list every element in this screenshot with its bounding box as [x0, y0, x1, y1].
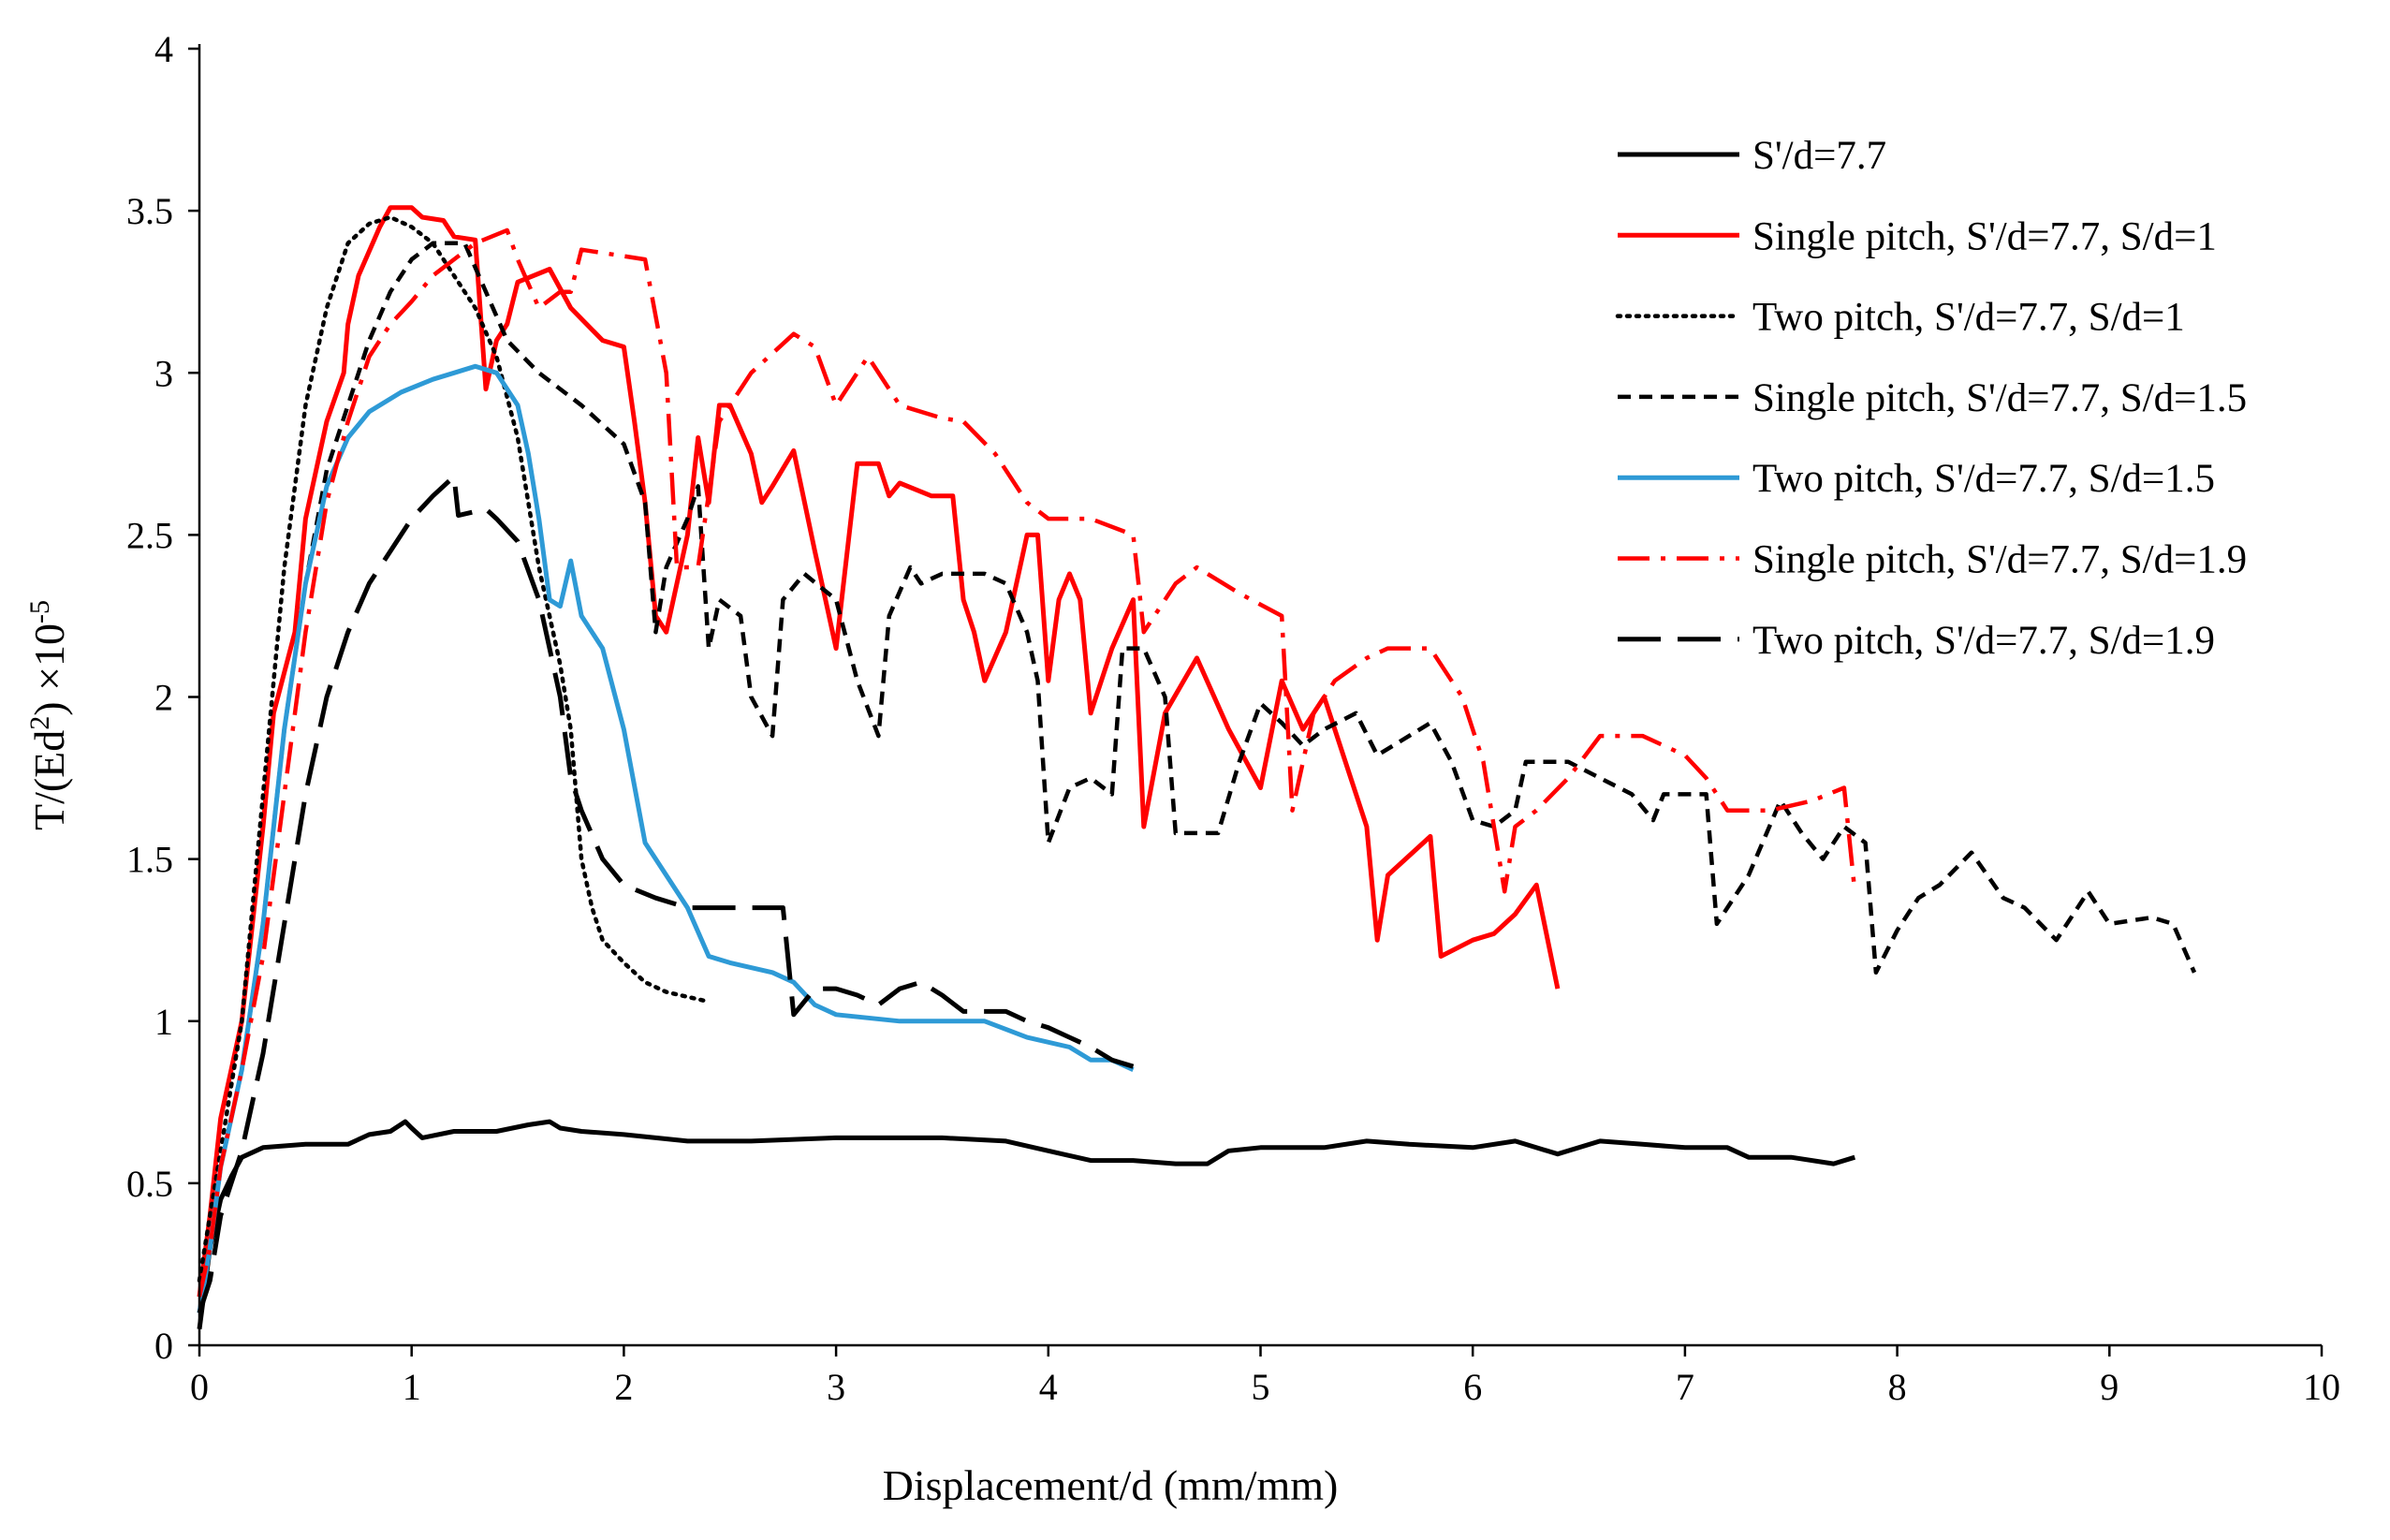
x-tick-label: 7 — [1676, 1366, 1694, 1408]
x-tick-label: 10 — [2303, 1366, 2340, 1408]
y-axis-title-close: ) ×10 — [25, 623, 73, 716]
y-tick-label: 1 — [154, 1001, 173, 1043]
legend-label-5: Two pitch, S'/d=7.7, S/d=1.5 — [1752, 457, 2215, 501]
legend-label-3: Two pitch, S'/d=7.7, S/d=1 — [1752, 296, 2185, 340]
legend-label-1: S'/d=7.7 — [1752, 134, 1886, 178]
x-tick-label: 8 — [1888, 1366, 1907, 1408]
x-tick-label: 1 — [403, 1366, 421, 1408]
y-tick-label: 1.5 — [126, 839, 173, 881]
series-line-5 — [197, 363, 1135, 1313]
y-tick-label: 3 — [154, 352, 173, 394]
y-axis-title-sup2: 2 — [24, 716, 55, 730]
y-tick-label: 2.5 — [126, 514, 173, 556]
x-tick-label: 6 — [1463, 1366, 1482, 1408]
y-tick-label: 0.5 — [126, 1163, 173, 1205]
y-axis-ticks: 0 0.5 1 1.5 2 2.5 3 3.5 4 — [126, 28, 199, 1367]
x-tick-label: 2 — [614, 1366, 633, 1408]
y-tick-label: 2 — [154, 677, 173, 719]
series-line-6 — [197, 227, 1857, 1298]
legend: S'/d=7.7 Single pitch, S'/d=7.7, S/d=1 Two… — [1615, 134, 2247, 663]
x-tick-label: 5 — [1252, 1366, 1270, 1408]
legend-label-4: Single pitch, S'/d=7.7, S/d=1.5 — [1752, 376, 2247, 420]
x-axis-title: Displacement/d (mm/mm) — [883, 1461, 1339, 1509]
plot-lines — [197, 205, 2197, 1330]
y-tick-label: 0 — [154, 1325, 173, 1367]
y-axis-title-exponent: -5 — [24, 600, 55, 623]
series-line-2 — [197, 205, 1561, 1298]
x-tick-label: 4 — [1039, 1366, 1058, 1408]
y-axis-title-main: T/(Ed — [25, 730, 73, 830]
series-line-1 — [197, 1119, 1856, 1330]
legend-label-7: Two pitch, S'/d=7.7, S/d=1.9 — [1752, 619, 2215, 663]
y-tick-label: 3.5 — [126, 190, 173, 232]
x-axis-ticks: 0 1 2 3 4 5 6 7 8 9 10 — [190, 1345, 2340, 1408]
series-line-7 — [197, 474, 1135, 1314]
y-tick-label: 4 — [154, 28, 173, 70]
x-tick-label: 9 — [2100, 1366, 2119, 1408]
legend-label-2: Single pitch, S'/d=7.7, S/d=1 — [1752, 214, 2217, 258]
series-line-3 — [197, 214, 711, 1283]
x-tick-label: 3 — [827, 1366, 845, 1408]
x-tick-label: 0 — [190, 1366, 209, 1408]
series-line-4 — [197, 241, 2197, 1313]
y-axis-title: T/(Ed2) ×10-5 — [24, 600, 74, 830]
legend-label-6: Single pitch, S'/d=7.7, S/d=1.9 — [1752, 538, 2247, 582]
